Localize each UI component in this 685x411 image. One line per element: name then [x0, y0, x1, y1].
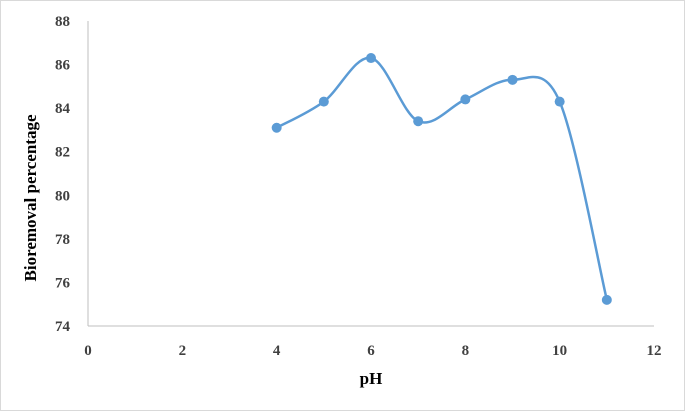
y-tick-label: 88 [55, 14, 70, 30]
x-tick-label: 0 [84, 343, 92, 359]
y-axis-title: Bioremoval percentage [21, 114, 40, 281]
x-tick-label: 4 [273, 343, 281, 359]
data-point [413, 116, 424, 127]
x-tick-labels: 0 2 4 6 8 10 12 [84, 343, 661, 359]
x-tick-label: 10 [552, 343, 567, 359]
y-tick-label: 76 [55, 275, 71, 291]
x-tick-label: 2 [179, 343, 187, 359]
y-tick-label: 78 [55, 232, 70, 248]
x-tick-label: 8 [462, 343, 470, 359]
y-tick-label: 86 [55, 58, 71, 74]
data-point [507, 74, 518, 85]
data-point [554, 96, 565, 107]
x-tick-label: 6 [367, 343, 375, 359]
data-point [460, 94, 471, 105]
x-tick-label: 12 [647, 343, 662, 359]
y-tick-label: 82 [55, 145, 70, 161]
x-axis-title: pH [360, 369, 383, 388]
y-tick-label: 74 [55, 319, 71, 335]
series-markers [271, 53, 612, 305]
y-tick-label: 80 [55, 188, 70, 204]
axes [87, 21, 654, 327]
y-tick-labels: 74 76 78 80 82 84 86 88 [55, 14, 71, 335]
data-point [271, 122, 282, 133]
data-point [601, 294, 612, 305]
data-point [366, 53, 376, 64]
data-point [318, 96, 329, 107]
y-tick-label: 84 [55, 101, 71, 117]
series-line [276, 56, 609, 301]
